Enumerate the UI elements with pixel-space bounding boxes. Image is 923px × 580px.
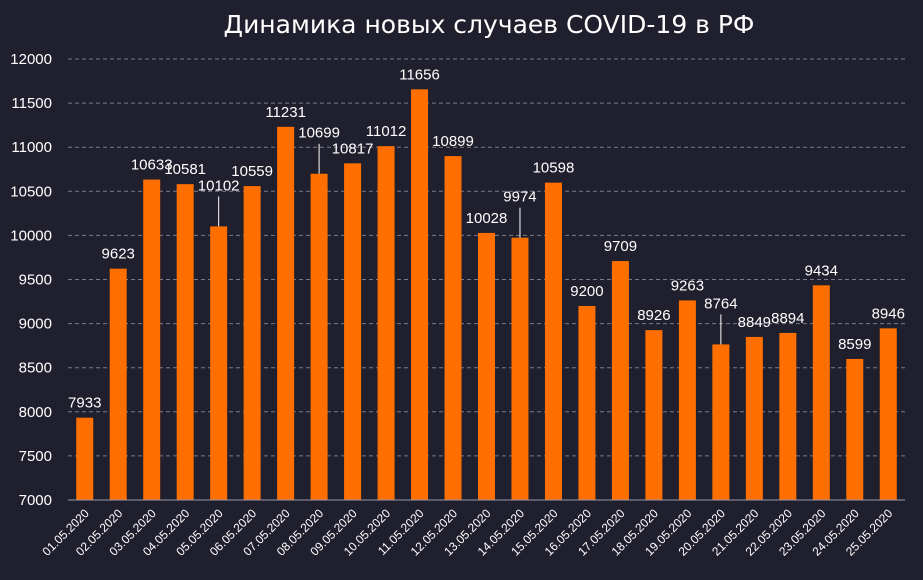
- bar: [109, 268, 127, 500]
- data-label: 11656: [399, 66, 440, 83]
- bar: [76, 417, 94, 500]
- data-labels: 7933962310633105811010210559112311069910…: [68, 66, 905, 411]
- bar: [243, 186, 261, 501]
- bar: [143, 179, 161, 500]
- data-label: 9263: [671, 277, 704, 294]
- bar: [411, 89, 429, 501]
- data-label: 8599: [838, 336, 871, 353]
- chart-title: Динамика новых случаев COVID-19 в РФ: [224, 10, 755, 39]
- bar: [812, 285, 830, 500]
- data-label: 10817: [332, 140, 374, 157]
- bar: [544, 182, 562, 500]
- bar: [779, 332, 797, 500]
- bar: [879, 328, 897, 500]
- bar: [745, 336, 763, 500]
- bar: [344, 163, 362, 500]
- data-label: 8894: [771, 310, 804, 327]
- bar: [645, 330, 663, 500]
- data-label: 8849: [738, 314, 771, 331]
- data-label: 10559: [231, 163, 273, 180]
- bar: [176, 184, 194, 500]
- data-label: 10102: [198, 177, 240, 194]
- data-label: 11012: [366, 123, 407, 140]
- bars: [76, 89, 897, 501]
- data-label: 8946: [872, 305, 905, 322]
- data-label: 10699: [298, 125, 340, 142]
- y-tick-label: 8500: [19, 360, 52, 377]
- bar: [712, 344, 730, 500]
- data-label: 9623: [102, 246, 135, 263]
- data-label: 9974: [503, 189, 536, 206]
- data-label: 10581: [164, 161, 206, 178]
- bar: [210, 226, 228, 500]
- bar: [511, 237, 529, 500]
- data-label: 7933: [68, 395, 101, 412]
- data-label: 10633: [131, 157, 173, 174]
- y-tick-label: 12000: [10, 51, 52, 68]
- bar: [377, 146, 395, 500]
- y-tick-label: 10500: [10, 183, 52, 200]
- data-label: 8926: [637, 307, 670, 324]
- data-label: 10899: [432, 133, 474, 150]
- y-tick-label: 11000: [11, 139, 52, 156]
- bar: [478, 232, 495, 500]
- bar: [678, 300, 696, 500]
- bar: [846, 358, 864, 500]
- y-tick-label: 11500: [11, 95, 52, 112]
- x-axis-tick-labels: 01.05.202002.05.202003.05.202004.05.2020…: [39, 506, 895, 559]
- data-label: 10598: [533, 160, 575, 177]
- bar: [444, 156, 462, 500]
- y-tick-label: 9500: [19, 272, 52, 289]
- y-tick-label: 8000: [19, 404, 52, 421]
- bar: [611, 261, 629, 500]
- data-label: 10028: [466, 210, 508, 227]
- bar: [578, 305, 596, 500]
- y-tick-label: 9000: [19, 316, 52, 333]
- data-label: 9434: [805, 262, 838, 279]
- y-tick-label: 10000: [10, 227, 52, 244]
- y-axis-tick-labels: 7000 7500 8000 8500 9000 9500 10000 10500 11000 1…: [10, 51, 52, 509]
- y-tick-label: 7500: [19, 448, 52, 465]
- y-tick-label: 7000: [19, 492, 52, 509]
- bar: [277, 126, 295, 500]
- bar: [310, 173, 328, 500]
- data-label: 8764: [704, 295, 737, 312]
- data-label: 9709: [604, 238, 637, 255]
- data-label: 9200: [570, 283, 603, 300]
- data-label: 11231: [265, 104, 306, 121]
